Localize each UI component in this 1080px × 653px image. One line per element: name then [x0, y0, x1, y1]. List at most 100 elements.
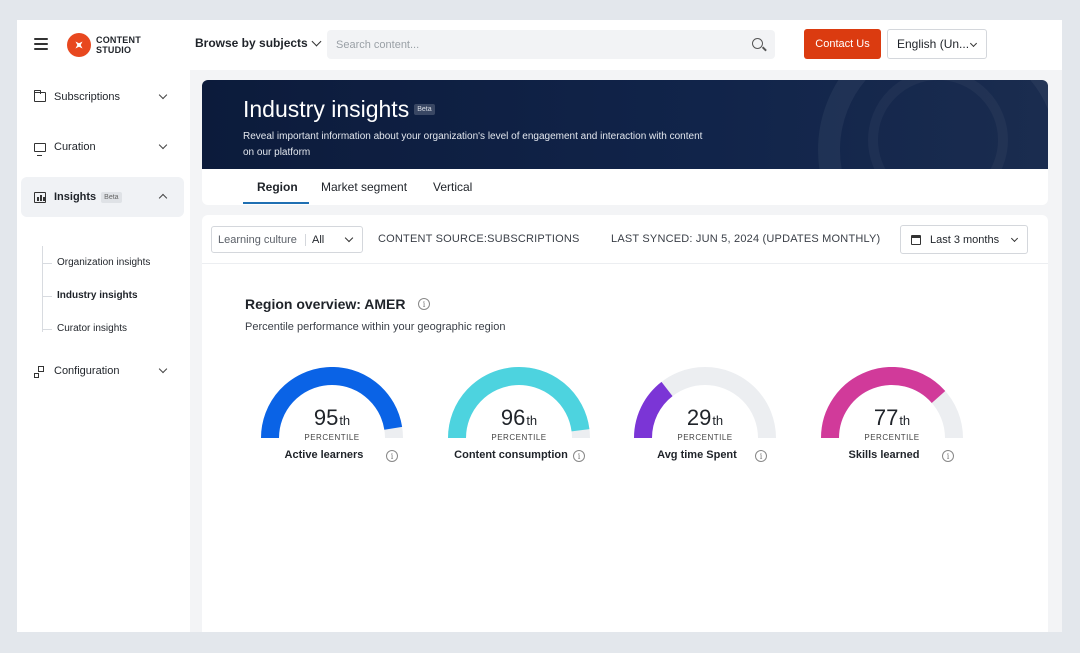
sidebar-item-label: Subscriptions — [54, 91, 121, 103]
learning-culture-select[interactable]: Learning culture All — [211, 226, 363, 253]
info-icon[interactable]: i — [755, 450, 767, 462]
gauge-number: 96 — [500, 405, 526, 430]
gauge-chart — [448, 367, 590, 439]
select-divider — [305, 234, 306, 246]
gauge-number: 77 — [873, 405, 899, 430]
chevron-down-icon — [344, 233, 354, 243]
content-source-text: CONTENT SOURCE:SUBSCRIPTIONS — [378, 233, 580, 245]
gauge-label: Active learners — [284, 449, 364, 461]
submenu-line — [42, 246, 43, 332]
sidebar-subitem-curator-insights[interactable]: Curator insights — [57, 323, 128, 334]
gauge-chart — [261, 367, 403, 439]
chevron-down-icon — [969, 39, 978, 48]
chevron-down-icon — [158, 364, 168, 374]
submenu-tick — [42, 263, 52, 264]
logo-mark-icon — [67, 33, 91, 57]
page-title: Industry insights Beta — [243, 96, 435, 123]
contact-us-button[interactable]: Contact Us — [804, 29, 881, 59]
region-overview-title: Region overview: AMER — [245, 296, 406, 312]
gauge-number: 29 — [686, 405, 712, 430]
gauge-unit: PERCENTILE — [677, 433, 733, 442]
submenu-tick — [42, 329, 52, 330]
gauge-suffix: th — [899, 413, 911, 428]
active-tab-indicator — [243, 202, 309, 204]
hero-banner: Industry insights Beta Reveal important … — [202, 80, 1048, 169]
gauge-unit: PERCENTILE — [304, 433, 360, 442]
search-input[interactable] — [327, 30, 775, 59]
calendar-icon — [911, 235, 921, 245]
date-range-select[interactable]: Last 3 months — [900, 225, 1028, 254]
language-label: English (Un... — [897, 37, 970, 51]
gauge-suffix: th — [526, 413, 538, 428]
main-content: Industry insights Beta Reveal important … — [190, 70, 1062, 632]
search-icon[interactable] — [752, 38, 763, 49]
sidebar-item-curation[interactable]: Curation — [21, 127, 184, 167]
sidebar: Subscriptions Curation Insights Beta Org… — [17, 70, 190, 632]
chart-icon — [34, 191, 46, 203]
sidebar-item-label: Curation — [54, 141, 96, 153]
chevron-down-icon — [158, 90, 168, 100]
learning-culture-label: Learning culture — [218, 234, 297, 246]
sidebar-item-label: Configuration — [54, 365, 120, 377]
last-synced-text: LAST SYNCED: JUN 5, 2024 (UPDATES MONTHL… — [611, 233, 881, 245]
info-icon[interactable]: i — [942, 450, 954, 462]
beta-badge: Beta — [414, 104, 435, 115]
gauge-number: 95 — [313, 405, 339, 430]
tab-vertical[interactable]: Vertical — [433, 180, 473, 194]
info-icon[interactable]: i — [418, 298, 430, 310]
tab-bar: Region Market segment Vertical — [202, 169, 1048, 205]
gauge-unit: PERCENTILE — [491, 433, 547, 442]
gauge-label: Content consumption — [454, 449, 568, 461]
gauge-fill — [821, 367, 946, 439]
sidebar-item-configuration[interactable]: Configuration — [21, 351, 184, 391]
folder-icon — [33, 90, 46, 102]
page-title-text: Industry insights — [243, 96, 410, 122]
beta-badge: Beta — [101, 191, 122, 203]
chevron-up-icon — [158, 193, 168, 203]
gauge-value: 95th — [259, 405, 405, 431]
logo-text: CONTENT STUDIO — [96, 35, 141, 55]
menu-icon[interactable] — [34, 38, 48, 50]
gauge-suffix: th — [339, 413, 351, 428]
gauge-skills-learned: 77th PERCENTILE Skills learned i — [819, 367, 965, 467]
tab-region[interactable]: Region — [257, 180, 298, 194]
sidebar-subitem-organization-insights[interactable]: Organization insights — [57, 257, 151, 268]
gauge-fill — [448, 367, 590, 439]
insights-submenu: Organization insights Industry insights … — [42, 246, 187, 346]
learning-culture-value: All — [312, 234, 325, 246]
gauge-label: Avg time Spent — [657, 449, 737, 461]
sidebar-item-subscriptions[interactable]: Subscriptions — [21, 77, 184, 117]
gauge-value: 96th — [446, 405, 592, 431]
submenu-tick — [42, 296, 52, 297]
logo-line-2: STUDIO — [96, 45, 132, 55]
logo-line-1: CONTENT — [96, 35, 141, 45]
gauge-active-learners: 95th PERCENTILE Active learners i — [259, 367, 405, 467]
logo[interactable]: CONTENT STUDIO — [67, 32, 141, 58]
chevron-down-icon — [158, 140, 168, 150]
insights-panel: Learning culture All CONTENT SOURCE:SUBS… — [202, 215, 1048, 632]
gauge-content-consumption: 96th PERCENTILE Content consumption i — [446, 367, 592, 467]
date-range-label: Last 3 months — [930, 234, 1000, 246]
browse-subjects-dropdown[interactable]: Browse by subjects — [195, 36, 322, 50]
info-icon[interactable]: i — [573, 450, 585, 462]
tab-market-segment[interactable]: Market segment — [321, 180, 408, 194]
monitor-icon — [34, 142, 46, 156]
gauge-fill — [261, 367, 403, 439]
top-bar: CONTENT STUDIO Browse by subjects Contac… — [17, 20, 1062, 70]
sidebar-item-insights[interactable]: Insights Beta — [21, 177, 184, 217]
search-box — [327, 30, 775, 59]
chevron-down-icon — [311, 36, 322, 46]
gauge-value: 29th — [632, 405, 778, 431]
gauge-label: Skills learned — [848, 449, 920, 461]
gauge-avg-time-spent: 29th PERCENTILE Avg time Spent i — [632, 367, 778, 467]
sidebar-subitem-industry-insights[interactable]: Industry insights — [57, 290, 138, 301]
gauge-value: 77th — [819, 405, 965, 431]
gauge-chart — [821, 367, 963, 439]
sidebar-item-label: Insights — [54, 191, 97, 203]
info-icon[interactable]: i — [386, 450, 398, 462]
chevron-down-icon — [1010, 234, 1019, 243]
gauge-fill — [634, 381, 673, 439]
language-select[interactable]: English (Un... — [887, 29, 987, 59]
page-description: Reveal important information about your … — [243, 131, 703, 158]
app-window: CONTENT STUDIO Browse by subjects Contac… — [17, 20, 1062, 632]
